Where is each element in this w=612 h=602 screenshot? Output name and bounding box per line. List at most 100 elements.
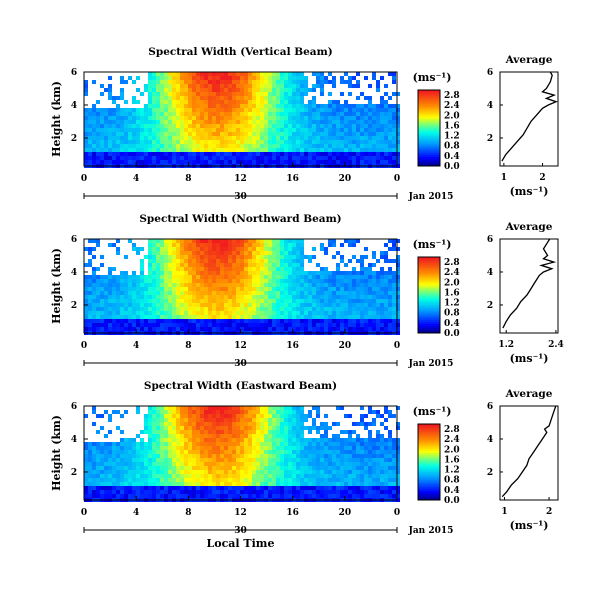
heatmap-cell (200, 319, 204, 323)
heatmap-cell (216, 275, 220, 279)
heatmap-cell (300, 156, 304, 160)
heatmap-cell (308, 144, 312, 148)
heatmap-cell (296, 88, 300, 92)
heatmap-cell (96, 323, 100, 327)
heatmap-cell (112, 144, 116, 148)
heatmap-cell (184, 255, 188, 259)
heatmap-cell (256, 470, 260, 474)
heatmap-cell (352, 323, 356, 327)
heatmap-cell (168, 100, 172, 104)
heatmap-cell (164, 434, 168, 438)
heatmap-cell (148, 442, 152, 446)
heatmap-cell (272, 72, 276, 76)
heatmap-cell (328, 152, 332, 156)
heatmap-cell (152, 327, 156, 331)
heatmap-cell (196, 442, 200, 446)
heatmap-cell (120, 152, 124, 156)
heatmap-cell (148, 430, 152, 434)
heatmap-cell (148, 466, 152, 470)
heatmap-cell (320, 303, 324, 307)
heatmap-cell (232, 152, 236, 156)
heatmap-cell (272, 291, 276, 295)
heatmap-cell (180, 410, 184, 414)
heatmap-cell (152, 299, 156, 303)
heatmap-cell (156, 271, 160, 275)
heatmap-cell (368, 307, 372, 311)
heatmap-cell (240, 247, 244, 251)
heatmap-cell (88, 295, 92, 299)
heatmap-cell (236, 462, 240, 466)
heatmap-cell (88, 323, 92, 327)
heatmap-cell (240, 462, 244, 466)
heatmap-cell (320, 319, 324, 323)
heatmap-cell (196, 478, 200, 482)
heatmap-cell (248, 132, 252, 136)
heatmap-cell (120, 478, 124, 482)
heatmap-cell (148, 108, 152, 112)
heatmap-cell (260, 152, 264, 156)
heatmap-cell (328, 438, 332, 442)
heatmap-cell (244, 152, 248, 156)
heatmap-cell (204, 446, 208, 450)
heatmap-cell (208, 434, 212, 438)
heatmap-cell (348, 92, 352, 96)
heatmap-cell (96, 295, 100, 299)
heatmap-cell (380, 112, 384, 116)
heatmap-cell (312, 120, 316, 124)
heatmap-cell (360, 311, 364, 315)
heatmap-cell (368, 315, 372, 319)
heatmap-cell (216, 255, 220, 259)
heatmap-cell (292, 466, 296, 470)
heatmap-cell (156, 470, 160, 474)
heatmap-cell (352, 478, 356, 482)
heatmap-cell (288, 100, 292, 104)
heatmap-cell (176, 454, 180, 458)
heatmap-cell (212, 426, 216, 430)
heatmap-cell (128, 156, 132, 160)
heatmap-cell (124, 307, 128, 311)
heatmap-cell (212, 116, 216, 120)
heatmap-cell (180, 116, 184, 120)
heatmap-cell (260, 486, 264, 490)
heatmap-cell (308, 442, 312, 446)
heatmap-cell (292, 323, 296, 327)
heatmap-cell (348, 474, 352, 478)
heatmap-cell (224, 414, 228, 418)
heatmap-cell (180, 315, 184, 319)
heatmap-cell (84, 490, 88, 494)
heatmap-cell (212, 160, 216, 164)
heatmap-cell (204, 251, 208, 255)
heatmap-cell (108, 92, 112, 96)
average-x-label: (ms⁻¹) (510, 185, 549, 198)
heatmap-cell (272, 243, 276, 247)
heatmap-cell (340, 311, 344, 315)
heatmap-cell (280, 303, 284, 307)
heatmap-cell (332, 255, 336, 259)
heatmap-cell (252, 287, 256, 291)
heatmap-cell (224, 124, 228, 128)
heatmap-cell (348, 327, 352, 331)
heatmap-cell (128, 486, 132, 490)
heatmap-cell (116, 291, 120, 295)
heatmap-cell (224, 243, 228, 247)
heatmap-cell (160, 295, 164, 299)
heatmap-cell (184, 152, 188, 156)
heatmap-cell (388, 124, 392, 128)
heatmap-cell (120, 307, 124, 311)
heatmap-cell (260, 279, 264, 283)
heatmap-cell (228, 136, 232, 140)
heatmap-cell (204, 156, 208, 160)
heatmap-cell (184, 124, 188, 128)
heatmap-cell (220, 104, 224, 108)
heatmap-cell (132, 152, 136, 156)
heatmap-cell (200, 406, 204, 410)
heatmap-cell (144, 323, 148, 327)
heatmap-cell (224, 84, 228, 88)
heatmap-cell (336, 478, 340, 482)
heatmap-cell (84, 319, 88, 323)
heatmap-cell (140, 291, 144, 295)
heatmap-cell (192, 494, 196, 498)
heatmap-cell (192, 259, 196, 263)
heatmap-cell (228, 430, 232, 434)
heatmap-cell (88, 474, 92, 478)
